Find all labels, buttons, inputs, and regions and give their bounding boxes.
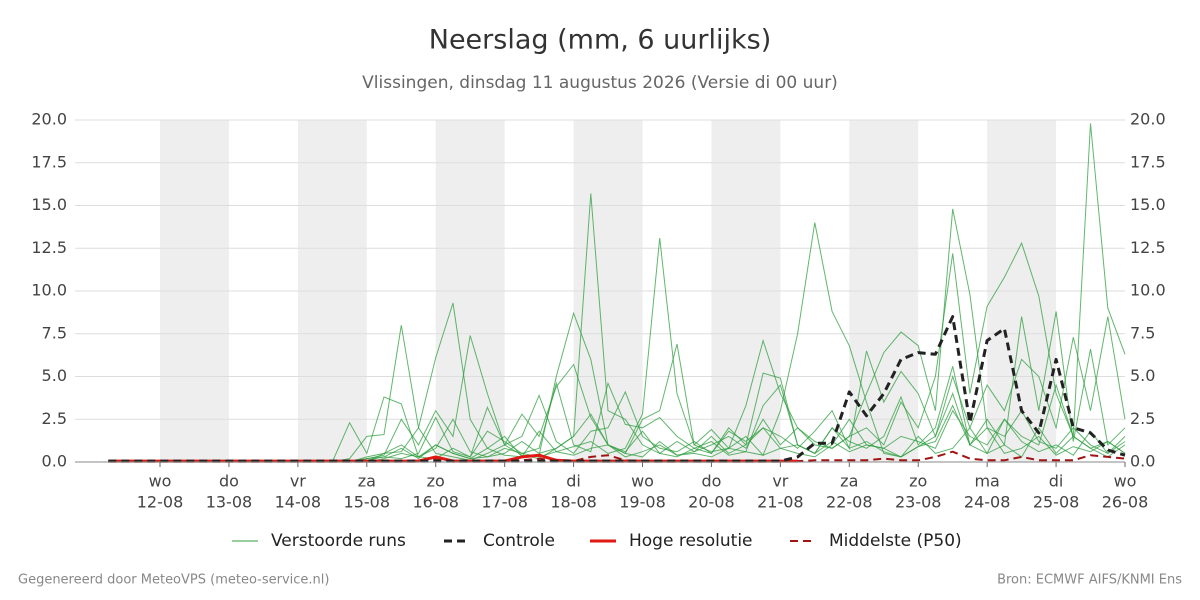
x-weekday-label: do <box>701 472 721 491</box>
x-tick-label: 22-08 <box>826 493 873 512</box>
x-weekday-label: wo <box>1114 472 1137 491</box>
y2-tick-label: 20.0 <box>1130 110 1166 129</box>
y2-tick-label: 0.0 <box>1130 452 1155 471</box>
x-tick-label: 17-08 <box>481 493 528 512</box>
x-tick-label: 13-08 <box>206 493 253 512</box>
y2-tick-label: 7.5 <box>1130 323 1155 342</box>
legend-label: Verstoorde runs <box>271 531 406 551</box>
y-tick-label: 12.5 <box>31 238 67 257</box>
y-tick-label: 7.5 <box>42 323 67 342</box>
x-weekday-label: vr <box>772 472 788 491</box>
x-tick-label: 15-08 <box>344 493 391 512</box>
y-tick-label: 0.0 <box>42 452 67 471</box>
y-tick-label: 20.0 <box>31 110 67 129</box>
legend-label: Controle <box>483 531 555 551</box>
y-tick-label: 5.0 <box>42 366 67 385</box>
footer-right: Bron: ECMWF AIFS/KNMI Ens <box>997 573 1182 588</box>
x-weekday-label: zo <box>427 472 445 491</box>
y-tick-label: 10.0 <box>31 281 67 300</box>
x-tick-label: 14-08 <box>275 493 322 512</box>
x-tick-label: 26-08 <box>1102 493 1149 512</box>
x-tick-label: 21-08 <box>757 493 804 512</box>
x-weekday-label: ma <box>974 472 999 491</box>
y-tick-label: 2.5 <box>42 409 67 428</box>
y2-tick-label: 2.5 <box>1130 409 1155 428</box>
legend-label: Hoge resolutie <box>629 531 753 551</box>
y2-tick-label: 5.0 <box>1130 366 1155 385</box>
x-tick-label: 23-08 <box>895 493 942 512</box>
x-weekday-label: di <box>1049 472 1064 491</box>
x-weekday-label: wo <box>631 472 654 491</box>
series-line <box>108 315 1126 463</box>
x-weekday-label: zo <box>909 472 927 491</box>
y-tick-label: 15.0 <box>31 195 67 214</box>
footer-left: Gegenereerd door MeteoVPS (meteo-service… <box>18 573 329 588</box>
chart-title: Neerslag (mm, 6 uurlijks) <box>429 25 771 56</box>
x-tick-label: 12-08 <box>137 493 184 512</box>
x-tick-label: 19-08 <box>619 493 666 512</box>
x-weekday-label: za <box>358 472 376 491</box>
x-weekday-label: wo <box>149 472 172 491</box>
y-tick-label: 17.5 <box>31 152 67 171</box>
x-tick-label: 16-08 <box>412 493 459 512</box>
x-weekday-label: di <box>566 472 581 491</box>
x-weekday-label: za <box>840 472 858 491</box>
x-weekday-label: do <box>219 472 239 491</box>
chart-subtitle: Vlissingen, dinsdag 11 augustus 2026 (Ve… <box>362 73 838 93</box>
x-tick-label: 20-08 <box>688 493 735 512</box>
y2-tick-label: 15.0 <box>1130 195 1166 214</box>
x-tick-label: 24-08 <box>964 493 1011 512</box>
background-layer <box>75 119 1125 463</box>
x-weekday-label: vr <box>290 472 306 491</box>
y2-tick-label: 17.5 <box>1130 152 1166 171</box>
y2-tick-label: 10.0 <box>1130 281 1166 300</box>
x-weekday-label: ma <box>492 472 517 491</box>
y2-tick-label: 12.5 <box>1130 238 1166 257</box>
x-tick-label: 18-08 <box>550 493 597 512</box>
x-tick-label: 25-08 <box>1033 493 1080 512</box>
legend-label: Middelste (P50) <box>829 531 962 551</box>
